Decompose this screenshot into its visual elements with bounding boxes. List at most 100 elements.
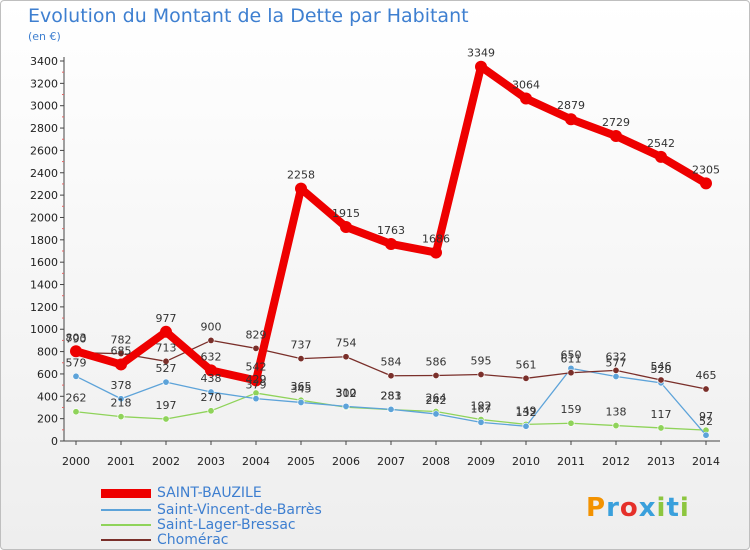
y-tick-label: 1000 [30, 323, 58, 336]
data-point-saint-lager-bressac [657, 424, 665, 432]
y-tick-label: 1800 [30, 234, 58, 247]
x-tick-label: 2001 [107, 455, 135, 468]
data-point-saint-vincent-de-barres [387, 405, 395, 413]
data-label-saint-vincent-de-barres: 520 [651, 363, 672, 376]
data-label-saint-lager-bressac: 197 [156, 399, 177, 412]
y-tick-label: 2200 [30, 189, 58, 202]
data-label-saint-bauzile: 1763 [377, 224, 405, 237]
x-tick-label: 2009 [467, 455, 495, 468]
data-point-saint-bauzile [700, 177, 712, 190]
data-point-saint-vincent-de-barres [297, 398, 305, 406]
data-point-saint-bauzile [655, 150, 667, 163]
y-tick-label: 3200 [30, 77, 58, 90]
data-point-saint-vincent-de-barres [72, 372, 80, 380]
legend-swatch [101, 539, 151, 541]
data-point-chomerac [612, 366, 620, 374]
data-point-chomerac [657, 376, 665, 384]
data-label-saint-bauzile: 2542 [647, 137, 675, 150]
logo-letter: i [679, 493, 690, 523]
data-point-saint-lager-bressac [162, 415, 170, 423]
data-point-saint-vincent-de-barres [117, 395, 125, 403]
data-label-saint-vincent-de-barres: 310 [336, 386, 357, 399]
legend-item-saint-vincent-de-barres: Saint-Vincent-de-Barrès [101, 502, 322, 518]
logo-letter: x [638, 493, 657, 523]
data-label-chomerac: 713 [156, 341, 177, 354]
data-label-saint-bauzile: 2258 [287, 169, 315, 182]
data-label-chomerac: 586 [426, 356, 447, 369]
x-tick-label: 2010 [512, 455, 540, 468]
legend-label: Chomérac [157, 532, 229, 548]
data-label-saint-vincent-de-barres: 242 [426, 394, 447, 407]
data-point-saint-bauzile [340, 220, 352, 233]
series-lines [70, 60, 712, 439]
data-point-saint-bauzile [70, 345, 82, 358]
y-tick-label: 3000 [30, 100, 58, 113]
x-tick-label: 2007 [377, 455, 405, 468]
data-label-saint-bauzile: 685 [111, 344, 132, 357]
y-tick-label: 2400 [30, 167, 58, 180]
y-tick-label: 0 [51, 435, 58, 448]
data-point-saint-bauzile [115, 358, 127, 371]
data-point-saint-vincent-de-barres [522, 422, 530, 430]
data-label-saint-lager-bressac: 281 [381, 390, 402, 403]
legend-label: SAINT-BAUZILE [157, 485, 262, 501]
proxiti-logo: Proxiti [586, 493, 690, 523]
data-label-saint-bauzile: 2729 [602, 116, 630, 129]
data-label-saint-vincent-de-barres: 527 [156, 362, 177, 375]
axes: 0 200 400 600 800 1000 1200 1400 1600 1800 2000 220… [30, 55, 720, 468]
data-point-chomerac [252, 344, 260, 352]
logo-letter: o [619, 493, 639, 523]
y-tick-label: 400 [37, 390, 58, 403]
x-tick-label: 2002 [152, 455, 180, 468]
data-point-saint-vincent-de-barres [162, 378, 170, 386]
data-point-saint-bauzile [205, 364, 217, 377]
data-point-saint-bauzile [430, 246, 442, 259]
x-tick-label: 2000 [62, 455, 90, 468]
data-point-saint-vincent-de-barres [252, 395, 260, 403]
data-label-saint-bauzile: 1915 [332, 207, 360, 220]
data-point-saint-vincent-de-barres [702, 431, 710, 439]
x-tick-label: 2012 [602, 455, 630, 468]
x-tick-label: 2011 [557, 455, 585, 468]
x-tick-label: 2014 [692, 455, 720, 468]
data-label-saint-vincent-de-barres: 132 [516, 406, 537, 419]
data-label-saint-vincent-de-barres: 579 [66, 356, 87, 369]
data-label-chomerac: 790 [66, 333, 87, 346]
data-point-chomerac [522, 374, 530, 382]
data-label-saint-vincent-de-barres: 345 [291, 382, 312, 395]
data-label-saint-lager-bressac: 117 [651, 408, 672, 421]
legend-swatch [101, 488, 151, 498]
data-label-saint-vincent-de-barres: 379 [246, 379, 267, 392]
data-point-chomerac [342, 353, 350, 361]
data-label-saint-vincent-de-barres: 52 [699, 415, 713, 428]
data-label-saint-bauzile: 3064 [512, 79, 540, 92]
data-point-chomerac [207, 336, 215, 344]
data-label-saint-lager-bressac: 97 [699, 410, 713, 423]
legend-item-chomerac: Chomérac [101, 532, 229, 548]
data-point-saint-bauzile [610, 129, 622, 142]
data-point-saint-bauzile [250, 374, 262, 387]
data-label-saint-vincent-de-barres: 283 [381, 389, 402, 402]
legend-item-saint-lager-bressac: Saint-Lager-Bressac [101, 517, 296, 533]
y-tick-label: 200 [37, 413, 58, 426]
chart-subtitle: (en €) [28, 30, 61, 43]
logo-letter: i [656, 493, 667, 523]
data-label-chomerac: 754 [336, 337, 357, 350]
data-point-chomerac [477, 370, 485, 378]
data-point-saint-lager-bressac [207, 407, 215, 415]
data-label-saint-lager-bressac: 192 [471, 400, 492, 413]
data-label-saint-bauzile: 977 [156, 312, 177, 325]
logo-letter: t [666, 493, 680, 523]
data-point-chomerac [702, 385, 710, 393]
data-point-saint-lager-bressac [612, 422, 620, 430]
x-tick-label: 2008 [422, 455, 450, 468]
data-label-chomerac: 829 [246, 328, 267, 341]
data-label-saint-bauzile: 542 [246, 360, 267, 373]
data-label-saint-lager-bressac: 429 [246, 373, 267, 386]
data-label-chomerac: 632 [606, 350, 627, 363]
x-tick-label: 2006 [332, 455, 360, 468]
data-label-chomerac: 584 [381, 356, 402, 369]
y-tick-label: 3400 [30, 55, 58, 68]
data-label-saint-lager-bressac: 302 [336, 387, 357, 400]
